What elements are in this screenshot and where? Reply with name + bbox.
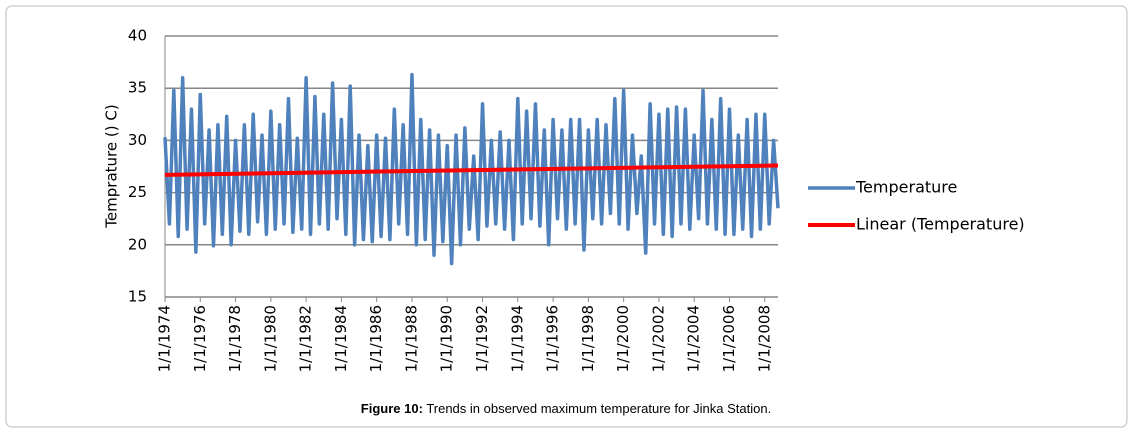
- legend-label: Temperature: [855, 178, 957, 197]
- x-tick-label: 1/1/1980: [261, 305, 279, 372]
- x-tick-label: 1/1/1992: [473, 305, 491, 372]
- x-tick-label: 1/1/1974: [156, 305, 174, 372]
- x-tick-label: 1/1/1994: [508, 305, 526, 372]
- x-tick-label: 1/1/2000: [614, 305, 632, 372]
- x-tick-label: 1/1/1984: [332, 305, 350, 372]
- x-tick-label: 1/1/2008: [755, 305, 773, 372]
- series-line: [164, 163, 779, 177]
- caption-label: Figure 10:: [361, 401, 423, 416]
- x-tick-label: 1/1/2006: [720, 305, 738, 372]
- x-tick-label: 1/1/1986: [367, 305, 385, 372]
- x-tick-label: 1/1/2002: [649, 305, 667, 372]
- x-tick-label: 1/1/1978: [226, 305, 244, 372]
- y-axis-label: Temprature () C): [103, 104, 121, 228]
- y-tick-label: 15: [128, 288, 147, 306]
- x-tick-label: 1/1/1990: [438, 305, 456, 372]
- caption-text: Trends in observed maximum temperature f…: [426, 401, 771, 416]
- y-tick-label: 20: [128, 235, 147, 253]
- y-tick-label: 35: [128, 79, 147, 97]
- x-tick-label: 1/1/1996: [544, 305, 562, 372]
- x-tick-label: 1/1/1976: [191, 305, 209, 372]
- x-tick-label: 1/1/1988: [402, 305, 420, 372]
- x-tick-label: 1/1/1982: [297, 305, 315, 372]
- x-tick-label: 1/1/1998: [579, 305, 597, 372]
- y-tick-label: 25: [128, 183, 147, 201]
- caption: Figure 10: Trends in observed maximum te…: [361, 401, 771, 416]
- y-tick-label: 40: [128, 27, 147, 45]
- legend-label: Linear (Temperature): [856, 215, 1025, 234]
- series-line: [163, 72, 780, 266]
- x-tick-label: 1/1/2004: [685, 305, 703, 372]
- y-tick-label: 30: [128, 131, 147, 149]
